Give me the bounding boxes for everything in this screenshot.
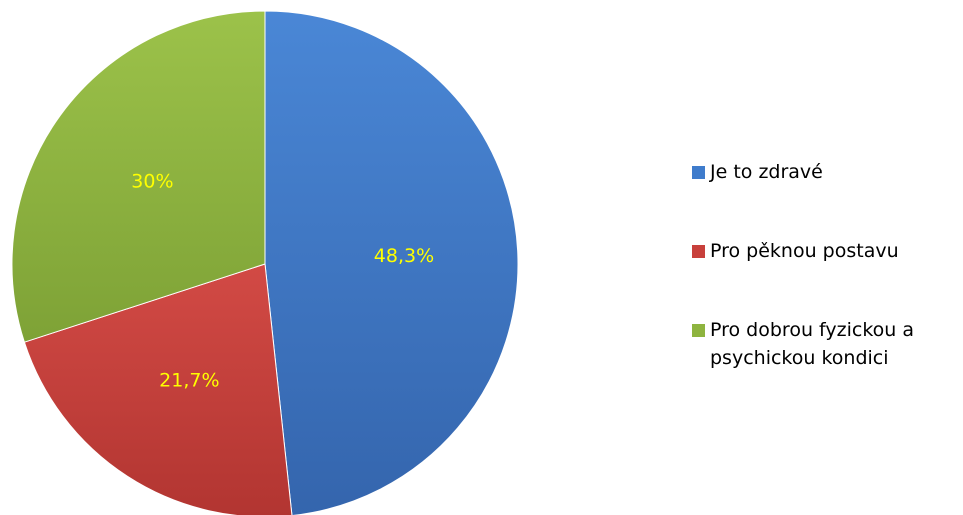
legend-label: Je to zdravé [710, 161, 823, 183]
data-label-21-7: 21,7% [159, 369, 219, 391]
legend-item-je-to-zdrave: Je to zdravé [692, 158, 960, 186]
legend-swatch-red [692, 245, 705, 258]
data-label-30: 30% [131, 171, 173, 193]
legend-label: Pro pěknou postavu [710, 240, 899, 262]
data-label-48-3: 48,3% [374, 245, 434, 267]
pie-slice-je-to-zdrave [264, 10, 519, 515]
legend-label: Pro dobrou fyzickou a psychickou kondici [710, 319, 914, 369]
pie-slice-pro-dobrou-kondici [11, 10, 266, 343]
legend-item-pro-peknou-postavu: Pro pěknou postavu [692, 237, 960, 265]
legend-item-pro-dobrou-fyzickou-kondici: Pro dobrou fyzickou a psychickou kondici [692, 316, 960, 372]
legend-swatch-green [692, 324, 705, 337]
legend-swatch-blue [692, 166, 705, 179]
pie-slice-pro-peknou-postavu [23, 263, 293, 515]
